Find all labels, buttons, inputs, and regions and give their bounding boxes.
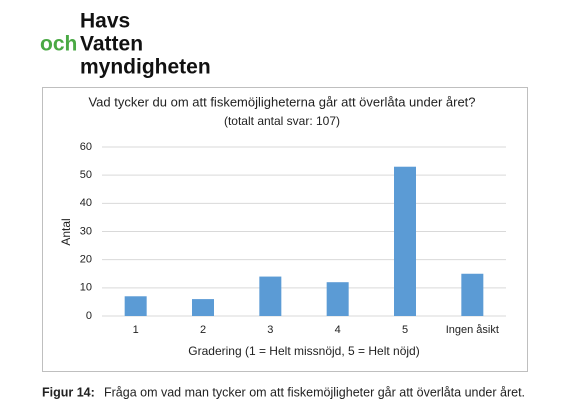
x-tick-label: 4 <box>335 324 341 336</box>
chart-title: Vad tycker du om att fiskemöjligheterna … <box>88 94 475 109</box>
caption-label: Figur 14: <box>42 385 95 399</box>
bar <box>259 276 282 316</box>
x-tick-label: 1 <box>133 324 139 336</box>
x-tick-label: 2 <box>200 324 206 336</box>
bar <box>461 273 484 316</box>
y-tick-label: 60 <box>80 141 92 153</box>
x-tick-label: Ingen åsikt <box>446 324 499 336</box>
y-tick-label: 40 <box>80 197 92 209</box>
x-tick-label: 5 <box>402 324 408 336</box>
logo-text: Havs <box>80 10 130 33</box>
logo-text: Vatten <box>80 33 143 56</box>
x-tick-label: 3 <box>267 324 273 336</box>
y-tick-label: 50 <box>80 169 92 181</box>
x-axis-title: Gradering (1 = Helt missnöjd, 5 = Helt n… <box>188 344 419 358</box>
bar <box>394 166 416 316</box>
y-tick-label: 0 <box>86 310 92 322</box>
y-tick-label: 20 <box>80 254 92 266</box>
bar <box>326 282 349 316</box>
y-axis-title: Antal <box>59 218 73 245</box>
y-tick-label: 10 <box>80 282 92 294</box>
y-tick-label: 30 <box>80 225 92 237</box>
bar <box>192 299 214 316</box>
chart-frame <box>42 87 528 372</box>
logo-text: myndigheten <box>80 56 211 79</box>
chart-subtitle: (totalt antal svar: 107) <box>224 114 340 128</box>
logo-text: och <box>40 33 77 56</box>
caption-text: Fråga om vad man tycker om att fiskemöjl… <box>104 385 525 399</box>
bar <box>124 296 147 316</box>
